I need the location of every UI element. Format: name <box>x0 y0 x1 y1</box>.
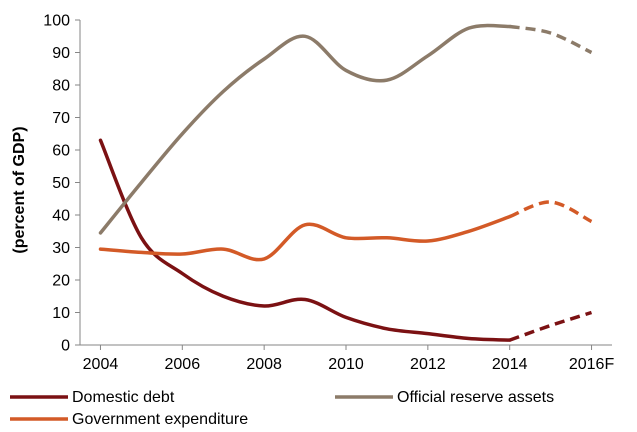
series-line-government-expenditure <box>98 214 512 262</box>
x-tick-label: 2012 <box>410 356 446 373</box>
y-tick-label: 10 <box>52 305 70 322</box>
y-tick-label: 0 <box>61 338 70 355</box>
y-tick-label: 30 <box>52 240 70 257</box>
x-tick-label: 2016F <box>569 356 615 373</box>
y-tick-label: 40 <box>52 208 70 225</box>
y-tick-label: 80 <box>52 78 70 95</box>
y-tick-label: 60 <box>52 143 70 160</box>
series-lines <box>98 23 593 342</box>
legend-item-government-expenditure: Government expenditure <box>10 411 248 428</box>
legend-label: Domestic debt <box>72 389 175 406</box>
series-forecast-official-reserve-assets <box>509 24 593 55</box>
x-tick-label: 2008 <box>246 356 282 373</box>
series-forecast-government-expenditure <box>509 200 593 224</box>
y-tick-label: 90 <box>52 45 70 62</box>
series-forecast-domestic-debt <box>509 310 593 342</box>
series-line-official-reserve-assets <box>98 23 512 235</box>
x-tick-label: 2010 <box>328 356 364 373</box>
legend-label: Government expenditure <box>72 411 248 428</box>
x-axis-ticks: 2004 2006 2008 2010 2012 2014 2016F <box>83 345 615 373</box>
legend-item-domestic-debt: Domestic debt <box>10 389 175 406</box>
y-tick-label: 70 <box>52 110 70 127</box>
legend-label: Official reserve assets <box>397 389 554 406</box>
y-axis-label: (percent of GDP) <box>11 126 28 253</box>
x-tick-label: 2006 <box>165 356 201 373</box>
y-tick-label: 100 <box>43 13 70 30</box>
series-line-domestic-debt <box>98 138 512 342</box>
y-tick-label: 20 <box>52 273 70 290</box>
y-tick-label: 50 <box>52 175 70 192</box>
y-axis-ticks: 0 10 20 30 40 50 60 70 80 90 100 <box>43 13 80 355</box>
legend-item-official-reserve-assets: Official reserve assets <box>335 389 554 406</box>
x-tick-label: 2014 <box>492 356 528 373</box>
legend: Domestic debt Official reserve assets Gove… <box>10 389 554 428</box>
x-tick-label: 2004 <box>83 356 119 373</box>
